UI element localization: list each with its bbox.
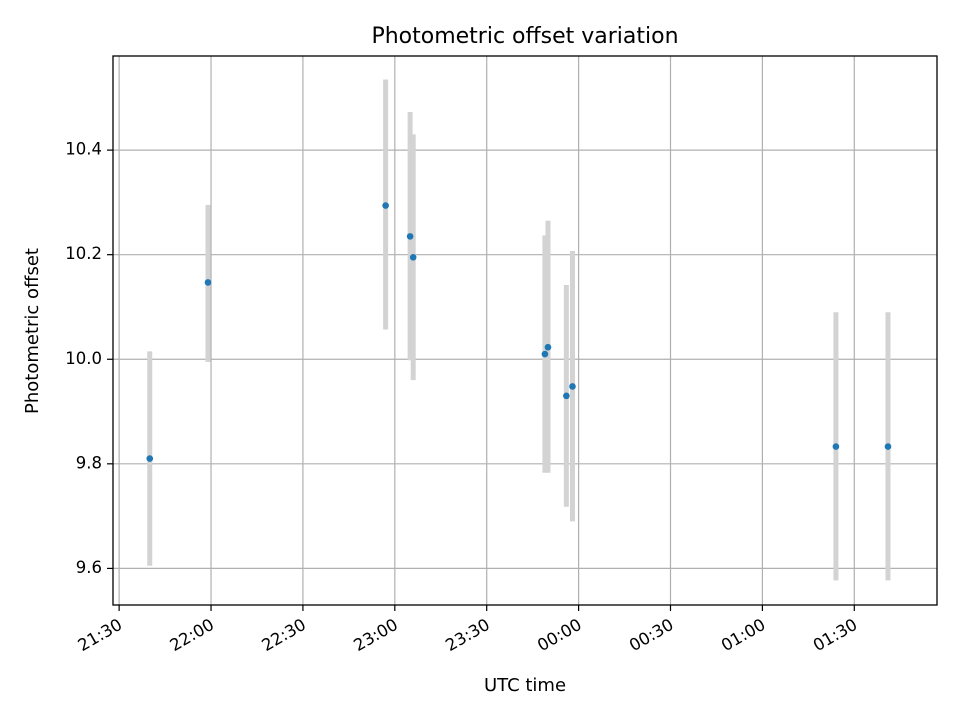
data-point — [832, 443, 840, 450]
chart-title: Photometric offset variation — [371, 24, 678, 49]
data-point — [382, 202, 389, 209]
y-axis-label: Photometric offset — [22, 248, 43, 414]
x-tick-label: 22:30 — [258, 615, 309, 655]
data-point — [146, 455, 154, 462]
data-point — [569, 383, 576, 390]
tick-layer: 21:30 22:00 22:30 23:00 23:30 00:00 00:30 01:00… — [65, 140, 860, 656]
x-tick-label: 23:30 — [442, 615, 493, 655]
x-tick-label: 01:30 — [810, 615, 861, 655]
grid-layer — [113, 56, 937, 605]
y-tick-label: 10.4 — [65, 140, 102, 159]
point-layer — [146, 202, 892, 462]
data-point — [563, 392, 570, 400]
data-point — [406, 233, 414, 240]
data-point — [409, 253, 417, 261]
y-tick-label: 9.8 — [76, 453, 102, 472]
axes-frame — [112, 55, 938, 606]
data-point — [884, 443, 892, 450]
y-tick-label: 9.6 — [76, 558, 102, 577]
data-point — [544, 343, 552, 351]
x-tick-label: 01:00 — [718, 615, 769, 655]
x-tick-label: 23:00 — [350, 615, 401, 655]
y-tick-label: 10.2 — [65, 244, 102, 263]
x-tick-label: 22:00 — [167, 615, 218, 655]
y-tick-label: 10.0 — [65, 349, 102, 368]
data-point — [204, 279, 212, 286]
x-tick-label: 00:00 — [534, 615, 585, 655]
x-tick-label: 00:30 — [626, 615, 677, 655]
x-axis-label: UTC time — [484, 675, 566, 696]
errorbar-layer — [147, 79, 891, 581]
data-point — [541, 350, 549, 358]
x-tick-label: 21:30 — [75, 615, 126, 655]
